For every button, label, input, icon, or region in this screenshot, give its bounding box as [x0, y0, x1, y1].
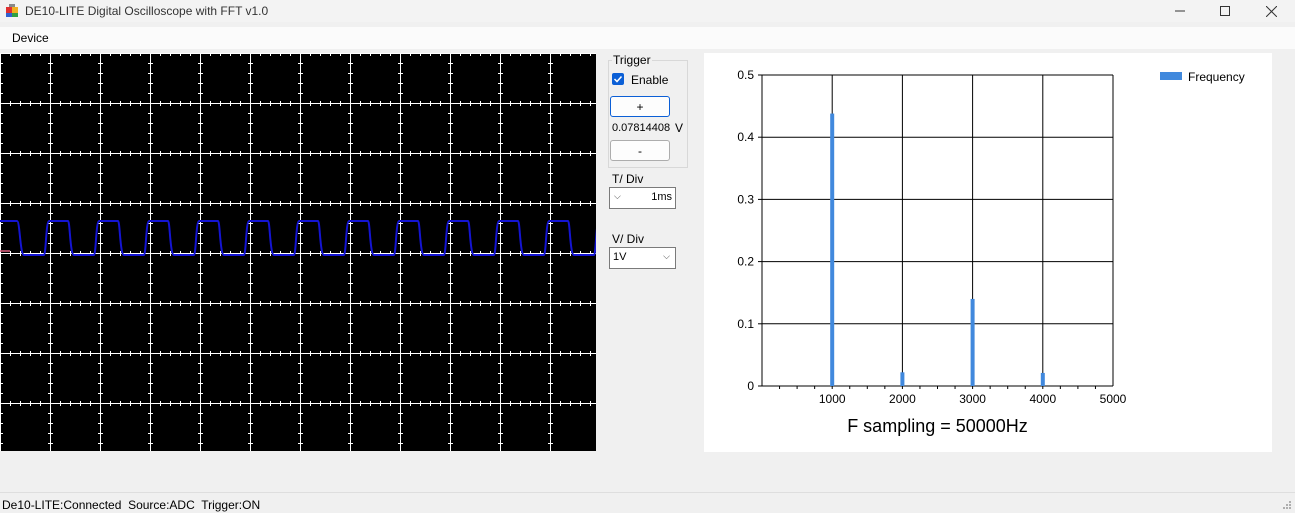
- menu-device[interactable]: Device: [12, 31, 49, 45]
- fft-legend-swatch: [1160, 72, 1182, 80]
- fft-legend-label: Frequency: [1188, 70, 1245, 84]
- time-div-select[interactable]: ⌵ 1ms: [609, 187, 676, 209]
- time-div-label: T/ Div: [612, 172, 644, 186]
- fft-minor-ticks: [779, 386, 1096, 389]
- chevron-down-icon: ⌵: [614, 191, 621, 201]
- fft-x-tick-label: 4000: [1029, 392, 1056, 406]
- fft-x-tick-label: 3000: [959, 392, 986, 406]
- close-button[interactable]: [1248, 0, 1294, 22]
- fft-y-tick-label: 0.4: [737, 130, 754, 144]
- status-text: De10-LITE:Connected Source:ADC Trigger:O…: [2, 498, 261, 512]
- trigger-enable-checkbox[interactable]: [612, 73, 624, 85]
- scope-canvas: [0, 51, 600, 451]
- oscilloscope-display: [0, 51, 600, 451]
- scope-waveform: [0, 220, 600, 256]
- fft-y-tick-label: 0.5: [737, 68, 754, 82]
- volt-div-value: 1V: [613, 251, 627, 263]
- fft-y-tick-label: 0.2: [737, 255, 754, 269]
- minimize-icon: [1175, 10, 1185, 12]
- fft-x-tick-label: 1000: [819, 392, 846, 406]
- trigger-level-down-button[interactable]: -: [610, 140, 670, 161]
- fft-y-tick-label: 0: [747, 379, 754, 393]
- fft-x-tick-label: 2000: [889, 392, 916, 406]
- fft-chart-panel: 1000 2000 3000 4000 5000 0 0.1 0.2 0.3 0.4 0.5 F sa…: [704, 53, 1272, 452]
- status-bar: De10-LITE:Connected Source:ADC Trigger:O…: [0, 492, 1295, 513]
- checkmark-icon: [613, 75, 623, 83]
- time-div-value: 1ms: [651, 191, 672, 203]
- close-icon: [1265, 5, 1277, 17]
- menu-bar: Device: [0, 27, 1295, 49]
- fft-x-tick-label: 5000: [1100, 392, 1127, 406]
- resize-grip-icon[interactable]: [1282, 500, 1292, 510]
- fft-y-tick-label: 0.3: [737, 192, 754, 206]
- fft-chart: 1000 2000 3000 4000 5000 0 0.1 0.2 0.3 0.4 0.5 F sa…: [737, 68, 1245, 436]
- title-bar: DE10-LITE Digital Oscilloscope with FFT …: [0, 0, 1295, 22]
- volt-div-label: V/ Div: [612, 232, 645, 246]
- fft-bar: [830, 113, 835, 386]
- trigger-level-value: 0.07814408: [612, 122, 670, 134]
- chevron-down-icon: ⌵: [663, 251, 670, 261]
- maximize-icon: [1220, 6, 1230, 16]
- trigger-level-up-button[interactable]: +: [610, 96, 670, 117]
- window-title: DE10-LITE Digital Oscilloscope with FFT …: [25, 4, 269, 18]
- fft-title: F sampling = 50000Hz: [847, 416, 1028, 436]
- fft-bar: [900, 372, 905, 386]
- volt-div-select[interactable]: 1V ⌵: [609, 247, 676, 269]
- trigger-level-unit: V: [675, 121, 684, 135]
- minimize-button[interactable]: [1157, 0, 1203, 22]
- fft-y-tick-label: 0.1: [737, 317, 754, 331]
- maximize-button[interactable]: [1202, 0, 1248, 22]
- fft-bar: [970, 298, 975, 386]
- trigger-enable-label: Enable: [631, 73, 669, 87]
- app-icon: [6, 4, 18, 17]
- trigger-group-label: Trigger: [612, 53, 652, 67]
- scope-minor-ticks: [0, 51, 591, 444]
- fft-bar: [1040, 372, 1045, 386]
